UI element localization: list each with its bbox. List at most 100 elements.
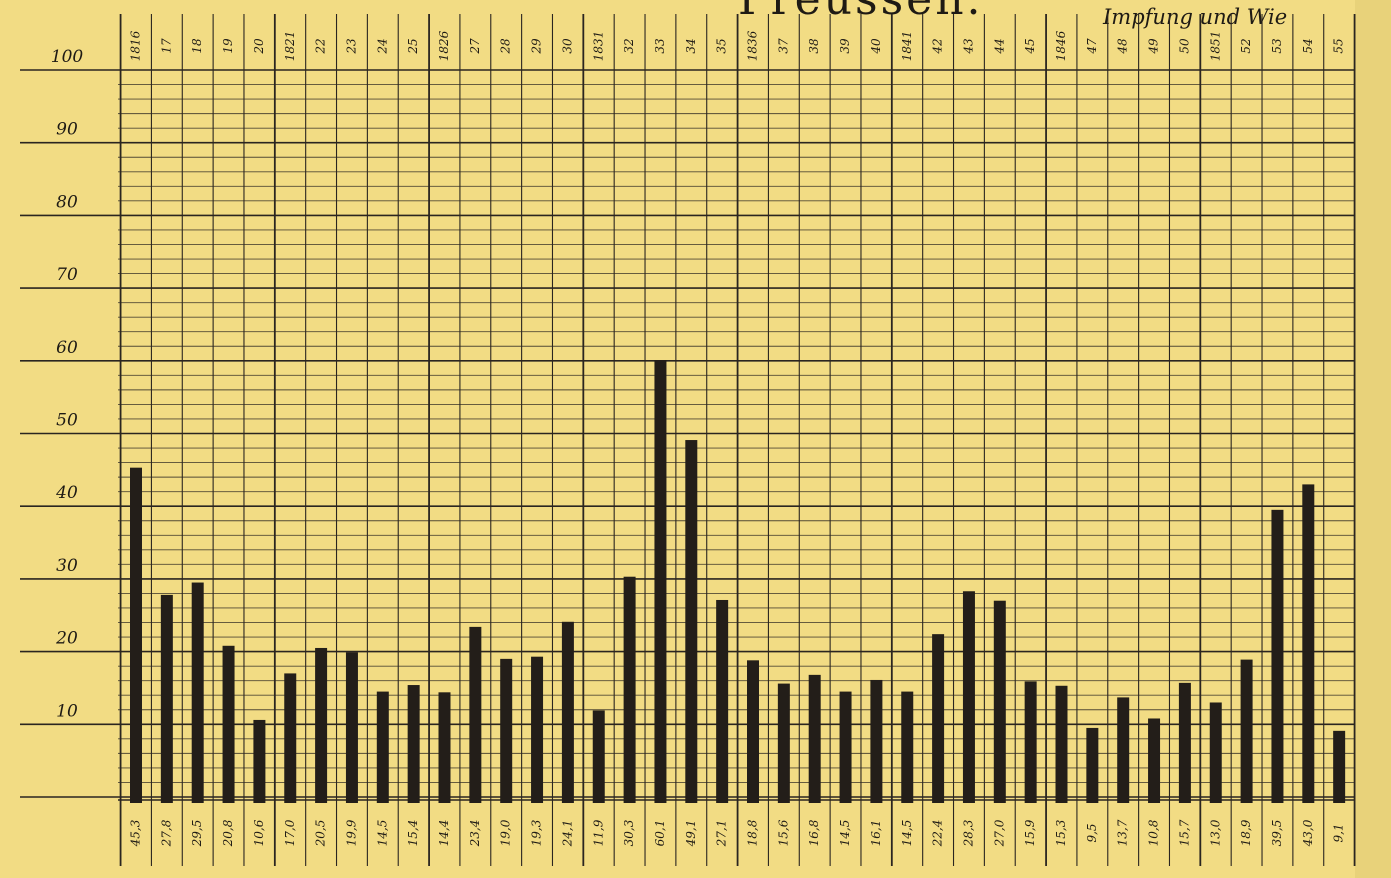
data-label: 14,5 [375,820,389,847]
x-tick-label: 19 [221,38,235,54]
bar [1240,659,1253,803]
bar [191,582,204,803]
bar [901,691,914,803]
x-tick-label: 40 [869,38,883,55]
bar [1333,730,1346,803]
x-tick-label: 1846 [1054,30,1068,61]
data-label: 43,0 [1301,819,1315,847]
data-label: 17,0 [283,819,297,846]
data-label: 15,9 [1023,819,1037,846]
y-tick-label: 60 [56,338,78,358]
x-tick-label: 23 [344,38,358,55]
x-tick-label: 52 [1239,38,1253,53]
y-axis-ticks: 100 90 80 70 60 50 40 30 20 10 [51,47,84,721]
x-tick-label: 1826 [437,30,451,61]
bar [284,673,297,803]
x-axis-year-labels: 1816 17 18 19 20 1821 22 23 24 25 1826 27 28 29 30 1831… [129,30,1346,61]
bar [592,710,605,803]
data-label: 45,3 [129,819,143,847]
y-tick-label: 50 [56,411,78,431]
data-label: 20,8 [221,819,235,847]
data-label: 19,9 [344,819,358,846]
x-tick-label: 1851 [1208,31,1222,62]
y-tick-label: 100 [51,47,84,67]
bar [222,645,235,803]
data-label: 27,8 [159,819,173,847]
data-label: 15,6 [776,819,790,846]
value-labels-layer: 45,3 27,8 29,5 20,8 10,6 17,0 20,5 19,9 14,5 15,4… [129,819,1346,847]
bar [747,660,759,803]
x-tick-label: 1816 [129,30,143,61]
bar [623,576,636,803]
x-tick-label: 50 [1177,38,1191,54]
y-tick-label: 40 [55,483,78,503]
x-tick-label: 47 [1085,38,1099,55]
x-tick-label: 34 [684,38,698,53]
bar [777,683,790,803]
x-tick-label: 27 [468,38,482,55]
x-tick-label: 55 [1332,38,1346,53]
bar [839,691,852,803]
x-tick-label: 35 [715,38,729,53]
right-page-edge [1355,0,1391,878]
data-label: 16,8 [807,819,821,846]
x-tick-label: 45 [1023,38,1037,54]
y-tick-label: 90 [56,120,78,140]
data-label: 23,4 [468,820,482,848]
x-tick-label: 33 [653,38,667,54]
y-tick-label: 20 [55,629,78,649]
data-label: 15,3 [1054,819,1068,846]
bar [1086,727,1099,803]
data-label: 9,5 [1085,823,1099,842]
data-label: 18,8 [746,819,760,846]
bar [808,674,821,803]
x-tick-label: 49 [1147,38,1161,55]
bar [962,591,975,803]
data-label: 20,5 [314,820,328,848]
bar [870,679,883,803]
x-tick-label: 1821 [283,31,297,62]
bar [1209,702,1222,803]
bar [685,440,698,803]
x-tick-label: 20 [252,38,266,55]
bars-layer [130,360,1346,803]
x-tick-label: 53 [1270,38,1284,54]
bar [130,467,142,803]
data-label: 13,7 [1116,819,1130,846]
x-tick-label: 39 [838,38,852,54]
x-tick-label: 32 [622,38,636,53]
bar [1178,682,1191,803]
bar [500,658,513,803]
x-tick-label: 30 [560,38,574,54]
bar [561,621,574,803]
bar [315,647,328,803]
bar [716,599,729,803]
bar [469,626,482,803]
data-label: 13,0 [1208,819,1222,846]
data-label: 28,3 [961,819,975,847]
data-label: 19,0 [499,819,513,846]
bar [253,719,266,803]
bar [654,360,667,803]
x-tick-label: 43 [961,38,975,55]
x-tick-label: 28 [499,38,513,55]
bar [531,656,544,803]
x-tick-label: 42 [931,38,945,54]
y-tick-label: 10 [56,701,78,721]
x-tick-label: 1841 [900,31,914,62]
data-label: 60,1 [653,820,667,847]
data-label: 49,1 [684,820,698,848]
x-tick-label: 22 [314,38,328,54]
data-label: 22,4 [931,820,945,848]
y-tick-label: 70 [56,265,78,285]
data-label: 19,3 [530,819,544,846]
x-tick-label: 25 [406,38,420,54]
data-label: 18,9 [1239,819,1253,846]
x-tick-label: 18 [190,38,204,54]
data-label: 16,1 [869,820,883,847]
data-label: 27,1 [715,820,729,848]
y-tick-label: 80 [56,192,78,212]
bar [160,594,173,803]
x-tick-label: 38 [807,38,821,54]
